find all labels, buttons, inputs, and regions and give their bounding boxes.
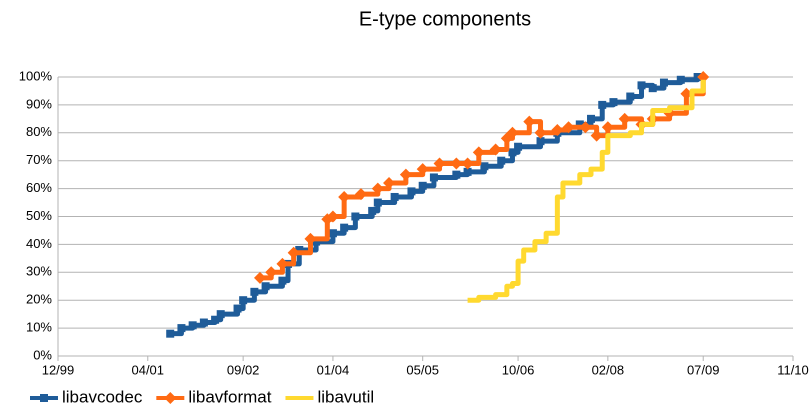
marker (373, 198, 382, 207)
legend-label: libavcodec (62, 387, 143, 406)
marker (326, 210, 339, 223)
x-tick-label: 12/99 (42, 362, 75, 377)
marker (697, 71, 710, 83)
marker (199, 318, 208, 327)
marker (390, 192, 399, 201)
x-tick-label: 01/04 (317, 362, 350, 377)
marker (40, 394, 48, 402)
marker (233, 304, 242, 313)
marker (472, 146, 485, 159)
marker (383, 177, 396, 190)
marker (680, 87, 693, 100)
marker (312, 237, 321, 246)
marker (598, 100, 607, 109)
marker (648, 84, 657, 93)
marker (562, 121, 575, 134)
y-tick-label: 70% (26, 152, 52, 167)
marker (480, 162, 489, 171)
marker (626, 92, 635, 101)
series-line (170, 77, 701, 337)
marker (239, 296, 248, 305)
marker (523, 115, 536, 128)
marker (579, 121, 592, 134)
marker (164, 392, 177, 404)
marker (354, 188, 367, 201)
chart-title: E-type components (359, 8, 531, 30)
y-tick-label: 20% (26, 292, 52, 307)
marker (508, 148, 517, 157)
marker (506, 126, 519, 139)
marker (368, 206, 377, 215)
marker (166, 329, 175, 338)
marker (407, 187, 416, 196)
legend-label: libavutil (317, 387, 374, 406)
marker (304, 232, 317, 245)
marker (429, 173, 438, 182)
legend-label: libavformat (188, 387, 271, 406)
marker (265, 266, 278, 279)
marker (351, 212, 360, 221)
x-tick-label: 07/09 (687, 362, 720, 377)
marker (253, 271, 266, 284)
y-tick-label: 50% (26, 208, 52, 223)
y-tick-label: 30% (26, 264, 52, 279)
marker (497, 156, 506, 165)
marker (461, 157, 474, 170)
x-tick-label: 05/05 (406, 362, 439, 377)
marker (676, 75, 685, 84)
marker (514, 142, 523, 151)
x-tick-label: 04/01 (131, 362, 164, 377)
marker (340, 223, 349, 232)
marker (371, 182, 384, 195)
marker (433, 157, 446, 170)
y-tick-label: 10% (26, 320, 52, 335)
marker (590, 129, 603, 142)
x-tick-label: 02/08 (592, 362, 625, 377)
y-tick-label: 40% (26, 236, 52, 251)
marker (659, 78, 668, 87)
x-tick-label: 10/06 (502, 362, 535, 377)
y-tick-label: 80% (26, 124, 52, 139)
marker (399, 168, 412, 181)
marker (587, 114, 596, 123)
marker (211, 315, 220, 324)
series-line (467, 79, 706, 303)
marker (601, 121, 614, 134)
y-tick-label: 100% (19, 68, 53, 83)
marker (536, 137, 545, 146)
marker (328, 229, 337, 238)
marker (618, 112, 631, 125)
marker (534, 126, 547, 139)
marker (276, 257, 289, 270)
marker (575, 120, 584, 129)
marker (287, 246, 300, 259)
marker (216, 310, 225, 319)
marker (463, 167, 472, 176)
series-line (259, 77, 706, 281)
marker (416, 163, 429, 176)
marker (489, 143, 502, 156)
y-tick-label: 60% (26, 180, 52, 195)
marker (418, 181, 427, 190)
marker (278, 276, 287, 285)
marker (177, 324, 186, 333)
y-tick-label: 90% (26, 96, 52, 111)
marker (261, 282, 270, 291)
marker (452, 170, 461, 179)
marker (551, 124, 564, 137)
marker (188, 321, 197, 330)
marker (609, 98, 618, 107)
x-tick-label: 09/02 (227, 362, 260, 377)
marker (338, 190, 351, 203)
y-tick-label: 0% (33, 347, 52, 362)
marker (500, 132, 513, 145)
marker (450, 157, 463, 170)
marker (250, 287, 259, 296)
marker (295, 245, 304, 254)
marker (637, 81, 646, 90)
x-tick-label: 11/10 (777, 362, 809, 377)
